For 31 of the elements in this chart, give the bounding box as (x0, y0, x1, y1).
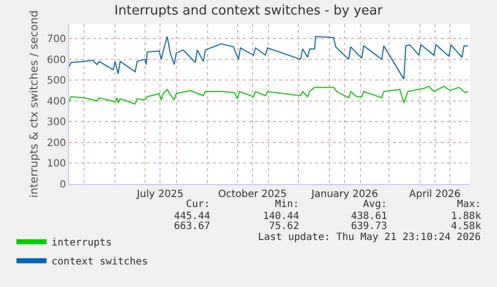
text: 4.58k (451, 221, 482, 232)
x-tick-label: October 2025 (218, 189, 287, 200)
line-series (69, 36, 468, 80)
text: Min: (275, 199, 300, 210)
y-tick-label: 700 (46, 34, 66, 46)
text: 445.44 (174, 211, 210, 222)
text: 663.67 (174, 221, 210, 232)
x-tick-label: April 2026 (409, 189, 461, 200)
text: Max: (457, 199, 482, 210)
chart-title: Interrupts and context switches - by year (114, 4, 384, 19)
text: 75.62 (269, 221, 300, 232)
text: Cur: (186, 199, 210, 210)
y-tick-label: 500 (46, 76, 66, 87)
text: 438.61 (351, 211, 388, 222)
y-axis-title: interrupts & ctx switches / second (28, 10, 41, 198)
y-tick-label: 0 (60, 180, 66, 190)
y-tick-label: 600 (46, 54, 66, 66)
y-tick-label: 300 (46, 117, 66, 128)
legend-label: interrupts (52, 238, 112, 249)
text: 1.88k (451, 211, 482, 222)
x-tick-label: January 2026 (310, 189, 378, 200)
y-tick-label: 100 (46, 158, 66, 170)
text: Last update: Thu May 21 23:10:24 2026 (258, 232, 481, 243)
y-tick-label: 200 (46, 138, 66, 149)
text: Avg: (363, 199, 388, 210)
line-series (69, 86, 468, 104)
text: 140.44 (263, 211, 300, 222)
x-tick-label: July 2025 (136, 189, 184, 200)
text: 639.73 (351, 221, 388, 232)
y-tick-label: 400 (46, 96, 66, 108)
legend-label: context switches (52, 256, 148, 268)
